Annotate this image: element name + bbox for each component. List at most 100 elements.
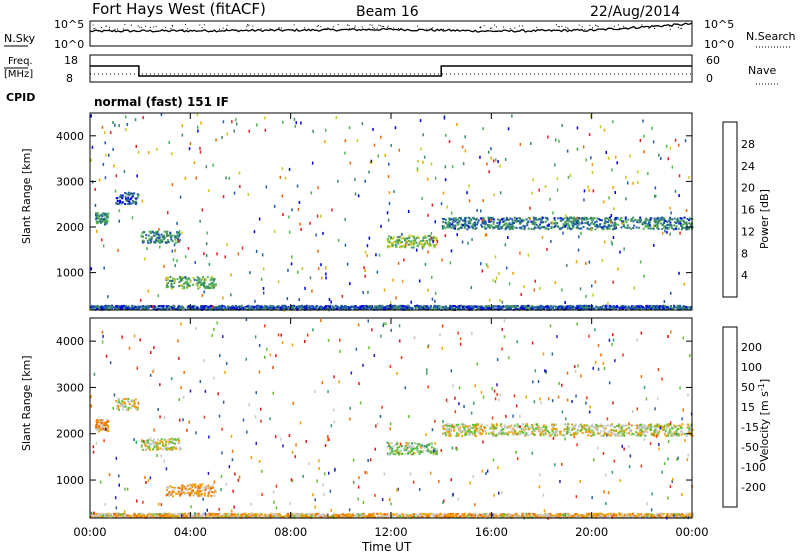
scatter-cell xyxy=(193,494,196,497)
scatter-cell xyxy=(490,431,493,434)
scatter-cell xyxy=(688,219,691,222)
scatter-cell xyxy=(620,428,623,431)
scatter-cell xyxy=(577,221,580,224)
scatter-cell xyxy=(675,429,678,432)
scatter-cell xyxy=(663,428,666,431)
header-radar: Fort Hays West (fitACF) xyxy=(92,0,266,18)
scatter-cell xyxy=(671,165,674,169)
scatter-cell xyxy=(154,240,157,242)
scatter-cell xyxy=(632,307,634,310)
scatter-cell xyxy=(425,449,428,452)
scatter-cell xyxy=(413,240,416,243)
scatter-cell xyxy=(461,435,464,437)
nsearch-point xyxy=(373,28,375,29)
scatter-cell xyxy=(463,308,466,310)
scatter-cell xyxy=(667,434,670,437)
scatter-cell xyxy=(454,307,457,310)
scatter-cell xyxy=(590,156,592,160)
scatter-cell xyxy=(463,225,466,228)
scatter-cell xyxy=(513,216,516,219)
scatter-cell xyxy=(379,304,382,307)
scatter-cell xyxy=(473,306,475,309)
scatter-cell xyxy=(607,432,610,435)
scatter-cell xyxy=(361,305,364,307)
scatter-cell xyxy=(498,272,500,276)
scatter-cell xyxy=(503,424,506,427)
nsearch-point xyxy=(347,24,348,26)
scatter-cell xyxy=(537,305,539,309)
scatter-cell xyxy=(566,149,569,153)
scatter-cell xyxy=(298,298,300,301)
scatter-cell xyxy=(612,185,614,189)
scatter-cell xyxy=(255,249,258,253)
scatter-cell xyxy=(134,398,137,401)
scatter-cell xyxy=(346,262,349,266)
scatter-cell xyxy=(501,218,503,221)
scatter-cell xyxy=(198,494,201,497)
scatter-cell xyxy=(513,222,515,224)
scatter-cell xyxy=(653,220,656,223)
scatter-cell xyxy=(124,203,127,205)
scatter-cell xyxy=(181,305,184,308)
scatter-cell xyxy=(376,306,379,309)
scatter-cell xyxy=(208,308,211,311)
scatter-cell xyxy=(607,223,610,226)
scatter-cell xyxy=(458,219,461,222)
scatter-cell xyxy=(396,241,399,244)
scatter-cell xyxy=(253,305,256,308)
scatter-cell xyxy=(612,305,615,308)
scatter-cell xyxy=(213,283,216,286)
scatter-cell xyxy=(332,306,334,309)
scatter-cell xyxy=(155,441,158,444)
scatter-cell xyxy=(448,224,451,227)
nsearch-point xyxy=(327,27,329,29)
scatter-cell xyxy=(574,423,577,426)
nsearch-point xyxy=(559,26,561,28)
scatter-cell xyxy=(604,424,607,427)
scatter-cell xyxy=(526,224,529,227)
scatter-cell xyxy=(632,227,635,229)
colorbar-tick-label: 24 xyxy=(741,160,755,173)
scatter-cell xyxy=(480,425,483,428)
scatter-cell xyxy=(462,224,464,227)
scatter-cell xyxy=(411,442,413,445)
scatter-cell xyxy=(325,305,328,307)
scatter-cell xyxy=(99,306,102,309)
scatter-cell xyxy=(364,305,367,308)
scatter-cell xyxy=(404,452,407,455)
scatter-cell xyxy=(657,306,660,309)
scatter-cell xyxy=(576,219,579,222)
scatter-cell xyxy=(101,422,104,425)
scatter-cell xyxy=(441,425,444,428)
scatter-cell xyxy=(576,147,579,151)
scatter-cell xyxy=(118,401,121,404)
scatter-cell xyxy=(394,449,397,452)
scatter-cell xyxy=(172,305,175,308)
scatter-cell xyxy=(409,242,412,245)
scatter-cell xyxy=(223,307,226,310)
scatter-cell xyxy=(663,433,666,436)
scatter-cell xyxy=(169,438,172,441)
scatter-cell xyxy=(249,271,251,275)
scatter-cell xyxy=(607,307,609,310)
scatter-cell xyxy=(215,138,217,142)
scatter-cell xyxy=(131,216,134,220)
scatter-cell xyxy=(550,239,552,243)
scatter-cell xyxy=(546,217,549,220)
scatter-cell xyxy=(580,308,583,310)
scatter-cell xyxy=(159,440,162,443)
scatter-cell xyxy=(670,431,673,434)
scatter-cell xyxy=(558,139,560,143)
scatter-cell xyxy=(171,490,174,493)
scatter-cell xyxy=(101,215,104,218)
scatter-cell xyxy=(97,307,100,310)
nsky-trace xyxy=(89,22,693,33)
scatter-cell xyxy=(623,513,626,516)
scatter-cell xyxy=(178,494,181,497)
scatter-cell xyxy=(492,428,495,430)
scatter-cell xyxy=(582,305,585,308)
scatter-cell xyxy=(669,307,672,310)
scatter-cell xyxy=(516,423,519,426)
scatter-cell xyxy=(212,286,215,289)
